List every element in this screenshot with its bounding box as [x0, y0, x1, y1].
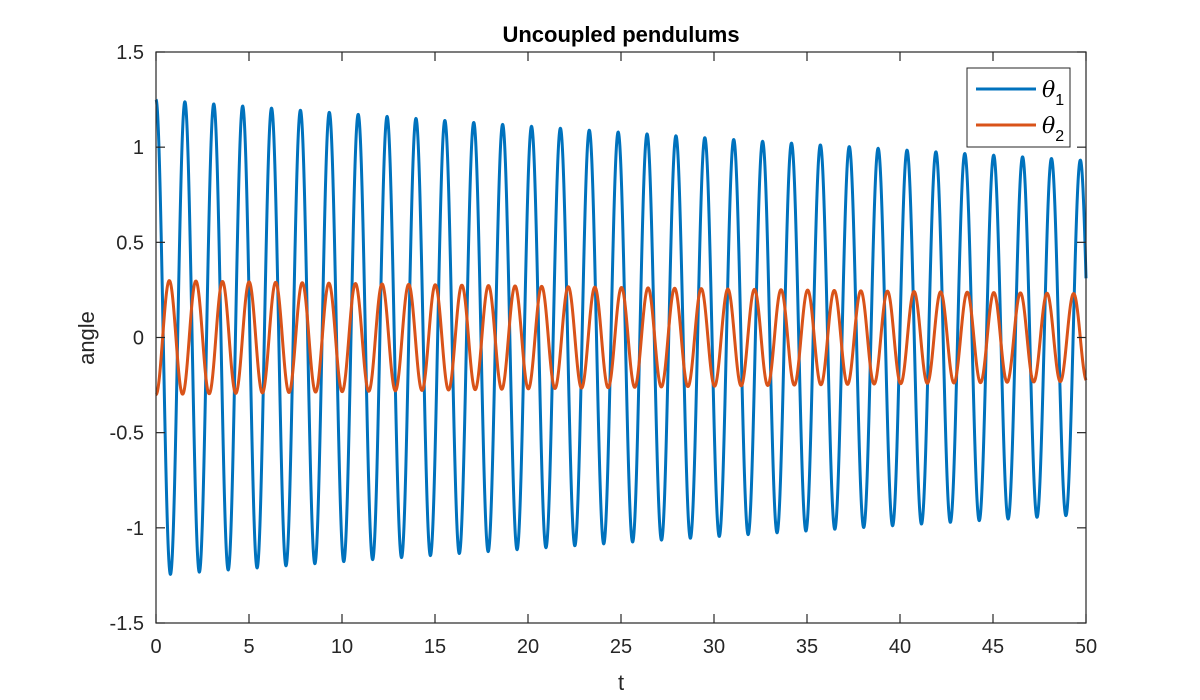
x-tick-label: 10 — [331, 636, 353, 658]
y-axis-ticks: -1.5 -1 -0.5 0 0.5 1 1.5 — [110, 42, 1086, 635]
legend-label-theta1: θ1 — [1042, 78, 1064, 109]
x-axis-ticks: 0 5 10 15 20 25 30 35 40 45 50 — [150, 52, 1097, 658]
x-tick-label: 15 — [424, 636, 446, 658]
legend-box — [966, 67, 1071, 148]
chart-title: Uncoupled pendulums — [502, 22, 739, 47]
x-tick-label: 20 — [517, 636, 539, 658]
series-line-theta2 — [154, 279, 1088, 397]
x-tick-label: 40 — [889, 636, 911, 658]
y-tick-label: -1 — [126, 518, 144, 540]
x-tick-label: 25 — [610, 636, 632, 658]
y-tick-label: 0.5 — [116, 232, 144, 254]
y-axis-label: angle — [74, 311, 99, 365]
legend-item-theta1: θ1 — [976, 78, 1064, 109]
x-tick-label: 5 — [243, 636, 254, 658]
y-tick-label: -1.5 — [110, 613, 144, 635]
y-tick-label: 1.5 — [116, 42, 144, 64]
legend-item-theta2: θ2 — [976, 114, 1064, 145]
x-tick-label: 35 — [796, 636, 818, 658]
x-axis-label: t — [618, 670, 624, 695]
plot-area: 0 5 10 15 20 25 30 35 40 45 50 -1.5 -1 -0.5 0 0.5 1 1.5 — [110, 42, 1098, 658]
x-tick-label: 30 — [703, 636, 725, 658]
x-tick-label: 50 — [1075, 636, 1097, 658]
y-tick-label: 0 — [133, 328, 144, 350]
x-tick-label: 0 — [150, 636, 161, 658]
x-tick-label: 45 — [982, 636, 1004, 658]
y-tick-label: 1 — [133, 137, 144, 159]
y-tick-label: -0.5 — [110, 423, 144, 445]
series-line-theta1 — [154, 98, 1088, 576]
series-layer — [154, 98, 1088, 576]
legend-label-theta2: θ2 — [1042, 114, 1064, 145]
legend: θ1 θ2 — [966, 67, 1071, 148]
